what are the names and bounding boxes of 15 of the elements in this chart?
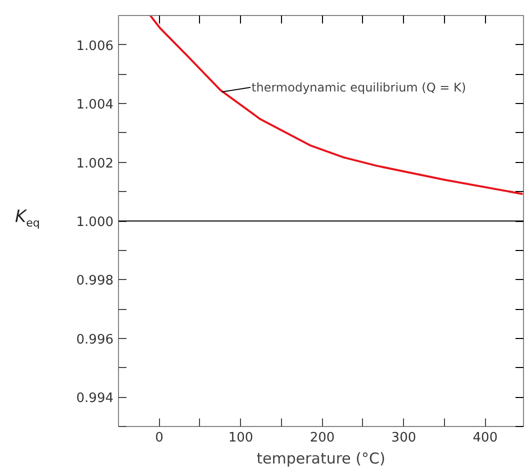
x-tick-label: 300 bbox=[391, 430, 416, 446]
x-tick-label: 400 bbox=[472, 430, 498, 446]
y-tick-label: 1.004 bbox=[76, 98, 114, 113]
y-tick-label: 1.000 bbox=[76, 215, 114, 230]
x-axis-title: temperature (°C) bbox=[256, 450, 386, 468]
y-tick-label: 0.998 bbox=[76, 274, 114, 289]
y-axis-title: K$_{eq}$ bbox=[15, 207, 40, 230]
y-tick-label: 0.996 bbox=[76, 332, 114, 348]
y-tick-label: 1.002 bbox=[76, 156, 114, 172]
annotation: thermodynamic equilibrium (Q = K) bbox=[252, 80, 466, 94]
y-tick-label: 0.994 bbox=[76, 391, 114, 406]
y-tick-label: 1.006 bbox=[76, 38, 114, 54]
x-tick-label: 0 bbox=[155, 430, 164, 446]
x-tick-label: 100 bbox=[228, 430, 254, 446]
x-tick-label: 200 bbox=[310, 430, 335, 446]
